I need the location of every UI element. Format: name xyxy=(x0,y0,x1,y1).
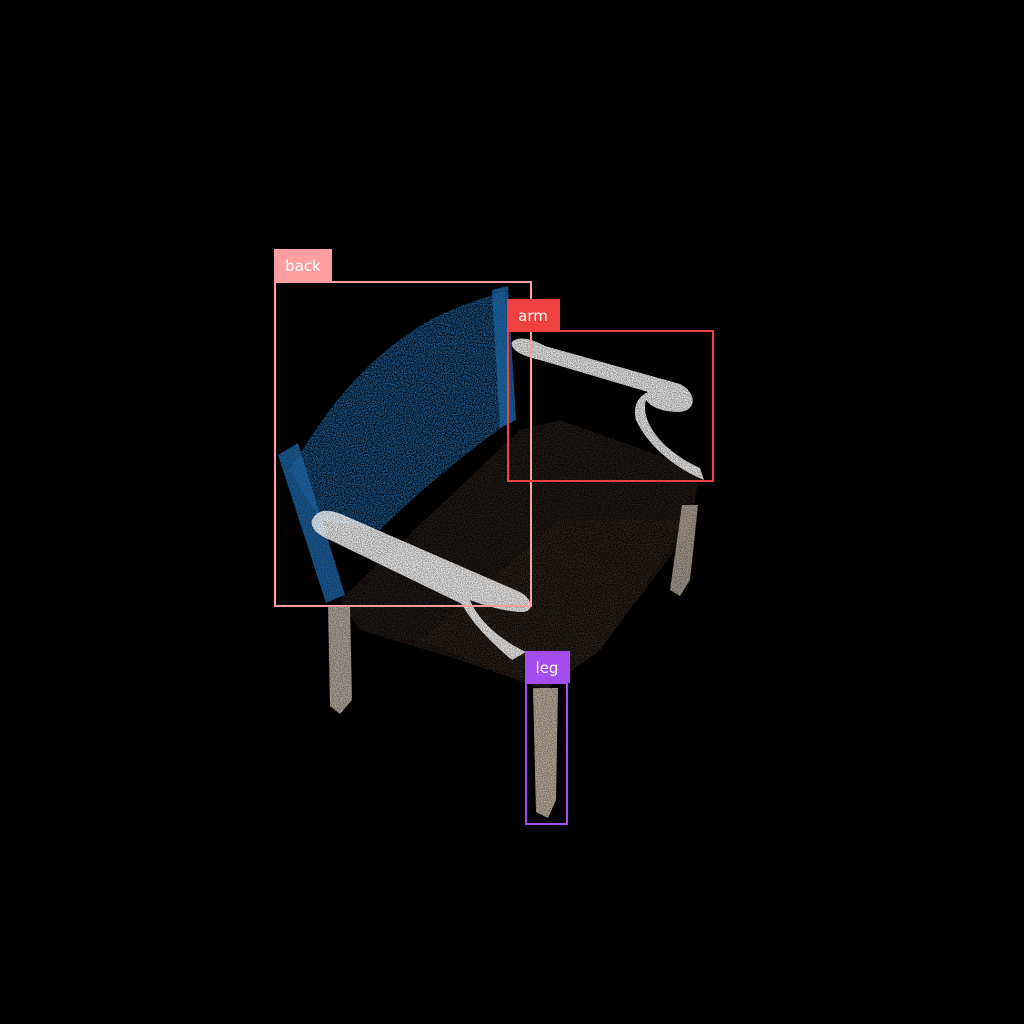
bbox-leg-tag xyxy=(525,651,570,683)
bbox-back: back xyxy=(274,249,532,607)
bbox-arm-frame xyxy=(507,330,714,482)
bbox-arm-label: arm xyxy=(518,307,548,325)
bbox-leg: leg xyxy=(525,651,570,825)
leg-back-right xyxy=(670,505,698,596)
arm-near xyxy=(311,510,531,660)
bbox-leg-label: leg xyxy=(536,659,559,677)
back-panel xyxy=(290,292,512,530)
chair-back xyxy=(278,286,516,603)
chair-legs xyxy=(328,505,698,818)
chair-seat xyxy=(340,420,700,690)
bbox-arm: arm xyxy=(507,299,714,482)
bbox-back-label: back xyxy=(285,257,321,275)
seat-cushion-shade xyxy=(420,520,690,690)
bbox-back-frame xyxy=(274,281,532,607)
arm-far xyxy=(511,338,704,480)
leg-front-left xyxy=(328,605,352,714)
chair-arms xyxy=(311,338,704,660)
back-post-left xyxy=(278,443,345,603)
leg-front-right xyxy=(533,688,558,818)
bbox-arm-tag xyxy=(507,299,560,331)
bbox-back-tag xyxy=(274,249,332,281)
